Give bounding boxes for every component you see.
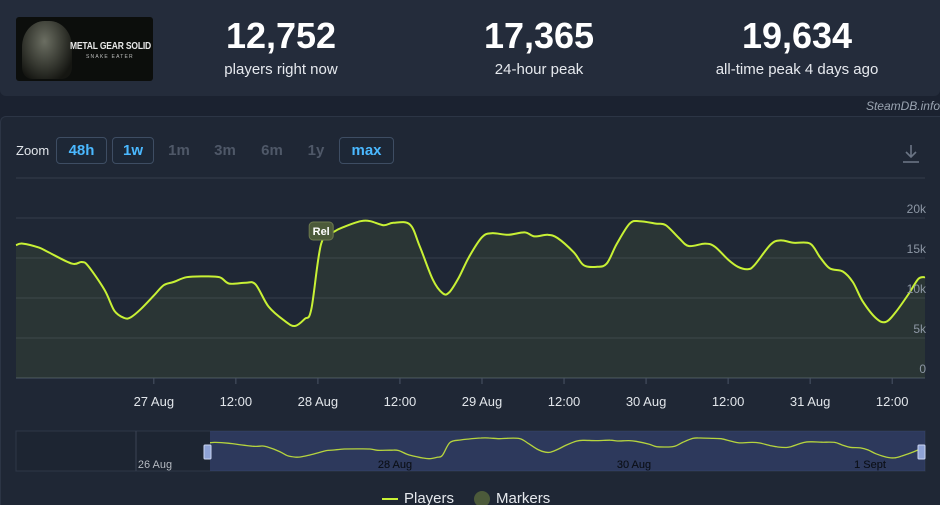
logo-artwork: [22, 21, 72, 79]
navigator-handle-left[interactable]: [203, 444, 212, 460]
stat-24h-peak: 17,365 24-hour peak: [458, 15, 620, 79]
zoom-1w-button[interactable]: 1w: [112, 137, 154, 164]
chart-gridlines: [16, 177, 925, 379]
x-tick-label: 30 Aug: [626, 394, 667, 409]
x-tick-label: 12:00: [712, 394, 745, 409]
series-line-players: [15, 219, 926, 328]
x-axis-labels: 27 Aug 12:00 28 Aug 12:00 29 Aug 12:00 30 Aug 1…: [134, 378, 909, 409]
marker-badge: [308, 221, 334, 241]
y-tick-label: 5k: [913, 322, 927, 336]
x-tick-label: 12:00: [876, 394, 909, 409]
stats-bar: METAL GEAR SOLID Δ SNAKE EATER 12,752 pl…: [0, 0, 940, 96]
chart-area-fill: [16, 220, 925, 378]
zoom-1m-button[interactable]: 1m: [162, 137, 196, 164]
y-axis-labels: 0 5k 10k 15k 20k: [907, 202, 927, 376]
stat-all-time-peak: 19,634 all-time peak 4 days ago: [697, 15, 897, 79]
series-area-players: [16, 220, 925, 378]
download-icon[interactable]: [902, 144, 920, 164]
stat-value: 17,365: [483, 15, 595, 56]
x-tick-label: 29 Aug: [462, 394, 503, 409]
stat-value: 19,634: [741, 15, 853, 56]
legend-line-icon: [382, 497, 398, 500]
x-tick-label: 31 Aug: [790, 394, 831, 409]
logo-title: METAL GEAR SOLID Δ: [70, 41, 152, 52]
zoom-6m-button[interactable]: 6m: [254, 137, 290, 164]
x-tick-label: 27 Aug: [134, 394, 175, 409]
marker-label: Rel: [313, 226, 330, 238]
x-tick-label: 12:00: [220, 394, 253, 409]
stat-current-players: 12,752 players right now: [200, 15, 362, 79]
navigator-handle-right[interactable]: [917, 444, 926, 460]
y-tick-label: 20k: [907, 202, 927, 216]
chart-legend: Players Markers: [382, 490, 550, 505]
y-tick-label: 15k: [907, 242, 927, 256]
legend-item-players[interactable]: Players: [382, 490, 454, 505]
y-tick-label: 10k: [907, 282, 927, 296]
navigator-selection: [210, 431, 925, 471]
stat-label: all-time peak 4 days ago: [715, 61, 879, 78]
stat-label: players right now: [224, 61, 338, 78]
logo-subtitle: SNAKE EATER: [86, 54, 134, 60]
legend-label: Markers: [496, 490, 551, 505]
marker-release: Rel: [308, 221, 334, 241]
zoom-max-button[interactable]: max: [339, 137, 394, 164]
x-tick-label: 12:00: [384, 394, 417, 409]
navigator-label: 1 Sept: [854, 459, 886, 471]
zoom-1y-button[interactable]: 1y: [300, 137, 332, 164]
y-tick-label: 0: [919, 362, 926, 376]
legend-item-markers[interactable]: Markers: [474, 490, 550, 505]
legend-label: Players: [404, 490, 455, 505]
chart-markers: Rel: [308, 221, 334, 241]
stat-label: 24-hour peak: [494, 61, 584, 78]
source-credit[interactable]: SteamDB.info: [865, 99, 940, 113]
navigator-label: 28 Aug: [378, 459, 412, 471]
zoom-label: Zoom: [16, 143, 50, 158]
zoom-48h-button[interactable]: 48h: [56, 137, 107, 164]
legend-dot-icon: [474, 490, 491, 505]
navigator: 26 Aug 28 Aug 30 Aug 1 Sept: [15, 430, 926, 472]
navigator-label: 26 Aug: [138, 459, 172, 471]
chart-series-layer: [15, 219, 926, 328]
navigator-label: 30 Aug: [617, 459, 651, 471]
x-tick-label: 12:00: [548, 394, 581, 409]
x-tick-label: 28 Aug: [298, 394, 339, 409]
game-logo[interactable]: METAL GEAR SOLID Δ SNAKE EATER: [16, 17, 153, 81]
zoom-3m-button[interactable]: 3m: [206, 137, 244, 164]
stat-value: 12,752: [225, 15, 337, 56]
navigator-line: [209, 437, 926, 460]
